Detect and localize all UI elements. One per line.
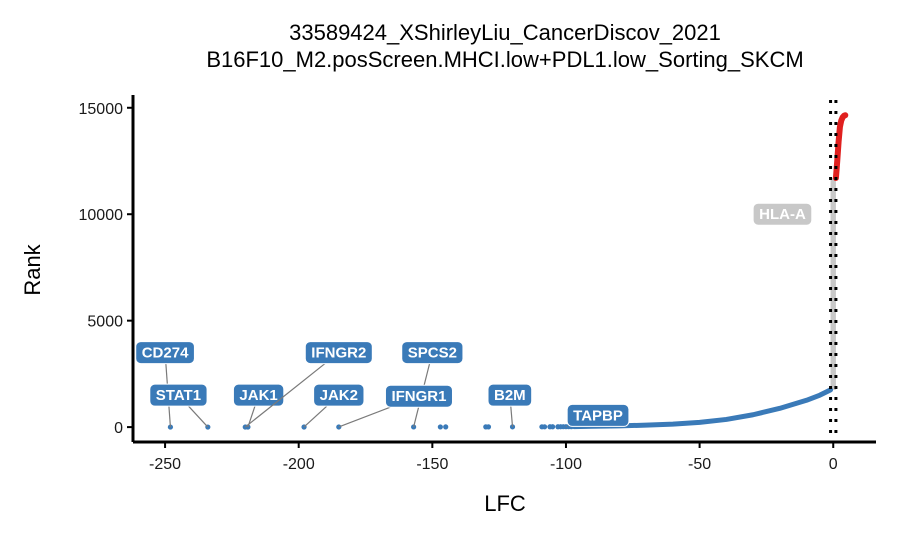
x-tick-label: -250: [149, 456, 181, 473]
data-point: [443, 424, 449, 430]
gene-label-text: TAPBP: [573, 407, 623, 424]
gene-label: TAPBP: [565, 403, 630, 428]
gene-label-text: CD274: [142, 345, 189, 362]
gene-label-text: SPCS2: [408, 345, 457, 362]
label-connector: [338, 406, 391, 428]
y-tick-label: 15000: [79, 101, 124, 118]
gene-label: IFNGR2: [244, 341, 373, 428]
chart-title: 33589424_XShirleyLiu_CancerDiscov_2021: [289, 20, 721, 45]
x-axis-title: LFC: [484, 491, 526, 516]
y-tick-label: 0: [114, 420, 123, 437]
data-point: [485, 424, 492, 430]
gene-label: B2M: [487, 383, 533, 427]
gene-label: SPCS2: [401, 341, 464, 428]
gene-label-box: [149, 383, 208, 407]
gene-label: STAT1: [149, 383, 209, 428]
plot-area: -250 -200 -150 -100 -50 0 0 5000 10000 15000 CD274…: [79, 95, 876, 473]
gene-label-text: HLA-A: [759, 206, 806, 223]
gene-label-box: [232, 383, 285, 407]
gene-label-text: STAT1: [156, 387, 201, 404]
y-axis-title: Rank: [20, 243, 45, 295]
gene-label: JAK1: [232, 383, 285, 428]
gene-label-box: [566, 403, 630, 427]
data-point: [541, 424, 548, 430]
y-tick-label: 5000: [87, 314, 123, 331]
x-tick-label: -200: [283, 456, 315, 473]
gene-label-box: [401, 341, 464, 365]
positive-curve: [832, 112, 849, 182]
data-point: [437, 424, 443, 430]
gene-label: HLA-A: [752, 202, 813, 226]
label-connector: [188, 405, 209, 428]
neutral-band: [830, 178, 836, 390]
x-tick-label: -100: [550, 456, 582, 473]
x-tick-label: -50: [688, 456, 711, 473]
label-connector: [510, 406, 514, 427]
gene-label-text: IFNGR1: [391, 388, 446, 405]
y-tick-label: 10000: [79, 207, 124, 224]
x-tick-label: -150: [416, 456, 448, 473]
gene-label-text: B2M: [494, 387, 526, 404]
x-tick-label: 0: [829, 456, 838, 473]
label-connector: [303, 405, 328, 428]
gene-label-box: [313, 383, 365, 407]
gene-label-box: [135, 341, 195, 365]
chart-subtitle: B16F10_M2.posScreen.MHCI.low+PDL1.low_So…: [206, 47, 803, 72]
gene-label-box: [304, 341, 373, 365]
gene-label-text: IFNGR2: [311, 345, 366, 362]
gene-label-box: [752, 202, 813, 226]
gene-label-box: [384, 384, 453, 408]
gene-label: CD274: [135, 341, 195, 428]
gene-label-text: JAK1: [239, 387, 277, 404]
gene-label-box: [487, 383, 533, 407]
data-point: [550, 424, 556, 430]
gene-label: JAK2: [303, 383, 365, 428]
gene-label: IFNGR1: [338, 384, 453, 428]
gene-label-text: JAK2: [320, 387, 358, 404]
label-connector: [244, 363, 326, 428]
